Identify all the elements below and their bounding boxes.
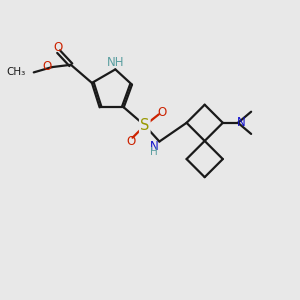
Text: O: O [157, 106, 167, 118]
Text: H: H [150, 147, 158, 157]
Text: O: O [126, 135, 136, 148]
Text: O: O [53, 41, 63, 54]
Text: CH₃: CH₃ [6, 68, 26, 77]
Text: O: O [42, 60, 51, 73]
Text: S: S [140, 118, 149, 133]
Text: N: N [150, 140, 158, 153]
Text: NH: NH [106, 56, 124, 70]
Text: N: N [237, 116, 246, 129]
